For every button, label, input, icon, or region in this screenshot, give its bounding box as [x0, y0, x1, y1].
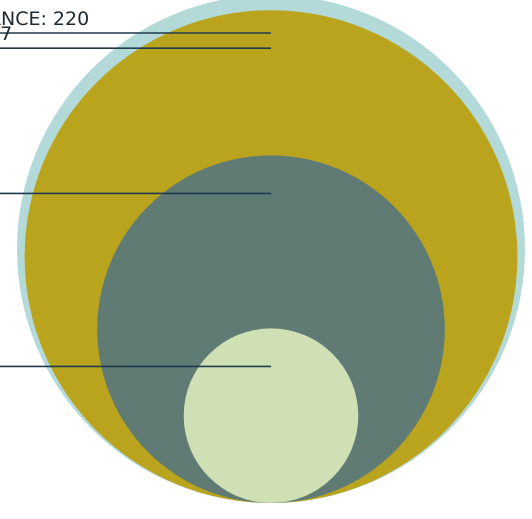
leader-label-1: ANCE: 220: [0, 8, 89, 30]
leader-label-2: 07: [0, 23, 12, 45]
leader-label-group: ANCE: 22007: [0, 8, 89, 45]
bubble-group: [17, 0, 525, 504]
bubble-4: [183, 328, 359, 504]
leader-line-group: [0, 32, 271, 368]
